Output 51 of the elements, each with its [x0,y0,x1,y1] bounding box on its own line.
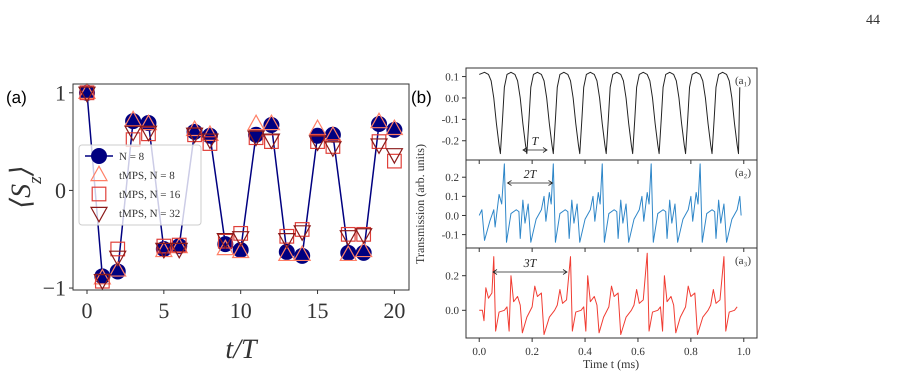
legend-label: tMPS, N = 16 [119,188,181,201]
y-tick-label: 0 [55,178,66,204]
point [355,242,372,258]
x-tick-label: 0.2 [525,346,540,358]
annotation: 2T [524,167,538,181]
annotation: (a₂) [734,167,752,179]
x-tick-label: 10 [230,298,252,323]
legend-label: N = 8 [119,150,145,163]
y-tick-label: −1 [42,276,66,301]
x-tick-label: 0.8 [684,346,698,358]
x-tick-label: 0.4 [578,346,592,358]
annotation: 3T [522,256,538,270]
x-tick-label: 1.0 [736,346,752,358]
y-tick-label: 0.0 [445,92,460,105]
y-tick-label: 0.0 [445,210,460,222]
x-axis-title: Time t (ms) [582,357,640,371]
y-tick-label: 1 [55,80,66,106]
y-axis-title: Transmission (arb. units) [413,144,427,264]
x-tick-label: 15 [306,298,329,323]
legend-label: tMPS, N = 32 [119,208,180,220]
x-tick-label: 0.6 [631,346,646,358]
point [202,136,218,151]
y-tick-label: -0.1 [442,114,459,126]
point [294,222,310,237]
text: 44 [866,13,880,28]
point [156,238,172,254]
point [387,154,402,169]
point [279,228,294,244]
annotation: (a₃) [734,255,752,267]
x-tick-label: 0 [81,298,92,323]
legend-label: tMPS, N = 8 [119,170,176,182]
annotation: (a₁) [734,75,752,87]
y-tick-label: -0.2 [442,136,459,148]
y-tick-label: 0.2 [445,172,459,184]
y-tick-label: 0.2 [445,270,459,283]
annotation: T [532,134,540,148]
y-tick-label: 0.1 [445,71,459,84]
point [216,240,234,256]
y-tick-label: 0.1 [445,191,459,204]
x-tick-label: 20 [383,298,406,323]
chart-title: (a) [6,88,27,107]
point [233,226,248,241]
point [340,226,356,242]
x-axis-title: t/T [225,334,259,365]
point [326,139,340,154]
point [110,242,126,256]
x-tick-label: 5 [158,298,170,323]
y-tick-label: -0.1 [442,229,459,242]
x-tick-label: 0.0 [472,346,487,358]
text: (b) [411,88,432,107]
point [372,134,386,149]
